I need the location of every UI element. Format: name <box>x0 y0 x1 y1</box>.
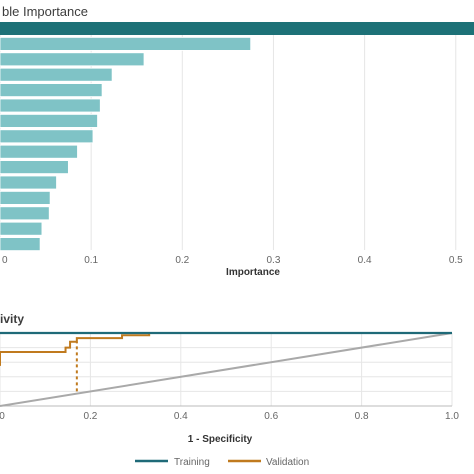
importance-bar <box>0 129 94 144</box>
importance-bar <box>0 67 113 82</box>
importance-bar <box>0 37 252 51</box>
importance-bar <box>0 114 98 128</box>
importance-bar <box>0 206 50 221</box>
importance-chart-title: ble Importance <box>2 4 88 19</box>
importance-tick-label: 0.5 <box>449 255 463 266</box>
legend-validation-label: Validation <box>266 457 309 468</box>
importance-bar <box>0 22 474 35</box>
validation-roc-line <box>0 332 452 366</box>
legend-training-label: Training <box>174 457 210 468</box>
roc-tick-labels: 0 0.2 0.4 0.6 0.8 1.0 <box>0 411 459 422</box>
importance-bar <box>0 83 103 97</box>
importance-chart: ble Importance 0 0.1 0.2 0.3 0.4 0.5 Importan… <box>0 4 474 278</box>
importance-bar <box>0 98 101 113</box>
importance-tick-label: 0.2 <box>175 255 189 266</box>
roc-chart-title: ivity <box>0 312 24 326</box>
importance-bar <box>0 237 41 252</box>
importance-tick-label: 0.1 <box>84 255 98 266</box>
importance-bar <box>0 144 78 159</box>
importance-bar <box>0 52 145 67</box>
importance-bar <box>0 175 57 190</box>
roc-tick-label: 0.2 <box>83 411 97 422</box>
importance-bar <box>0 190 51 205</box>
roc-lines <box>0 331 453 407</box>
roc-tick-label: 0.8 <box>355 411 369 422</box>
roc-axis-label: 1 - Specificity <box>188 434 253 445</box>
importance-tick-labels: 0 0.1 0.2 0.3 0.4 0.5 <box>2 255 463 266</box>
importance-bar <box>0 221 43 236</box>
importance-tick-label: 0 <box>2 255 8 266</box>
roc-tick-label: 0.4 <box>174 411 188 422</box>
reference-diagonal-line <box>0 332 453 407</box>
roc-gridlines <box>0 333 453 407</box>
roc-chart: ivity 0 0.2 0.4 0.6 0.8 1.0 1 - Specificity T… <box>0 312 459 468</box>
roc-tick-label: 0 <box>0 411 5 422</box>
importance-tick-label: 0.4 <box>358 255 372 266</box>
importance-axis-label: Importance <box>226 267 280 278</box>
roc-tick-label: 0.6 <box>264 411 278 422</box>
importance-bars <box>0 22 474 252</box>
roc-tick-label: 1.0 <box>445 411 459 422</box>
importance-gridlines <box>0 22 457 250</box>
importance-bar <box>0 160 69 175</box>
importance-tick-label: 0.3 <box>267 255 281 266</box>
roc-legend: Training Validation <box>135 457 309 468</box>
